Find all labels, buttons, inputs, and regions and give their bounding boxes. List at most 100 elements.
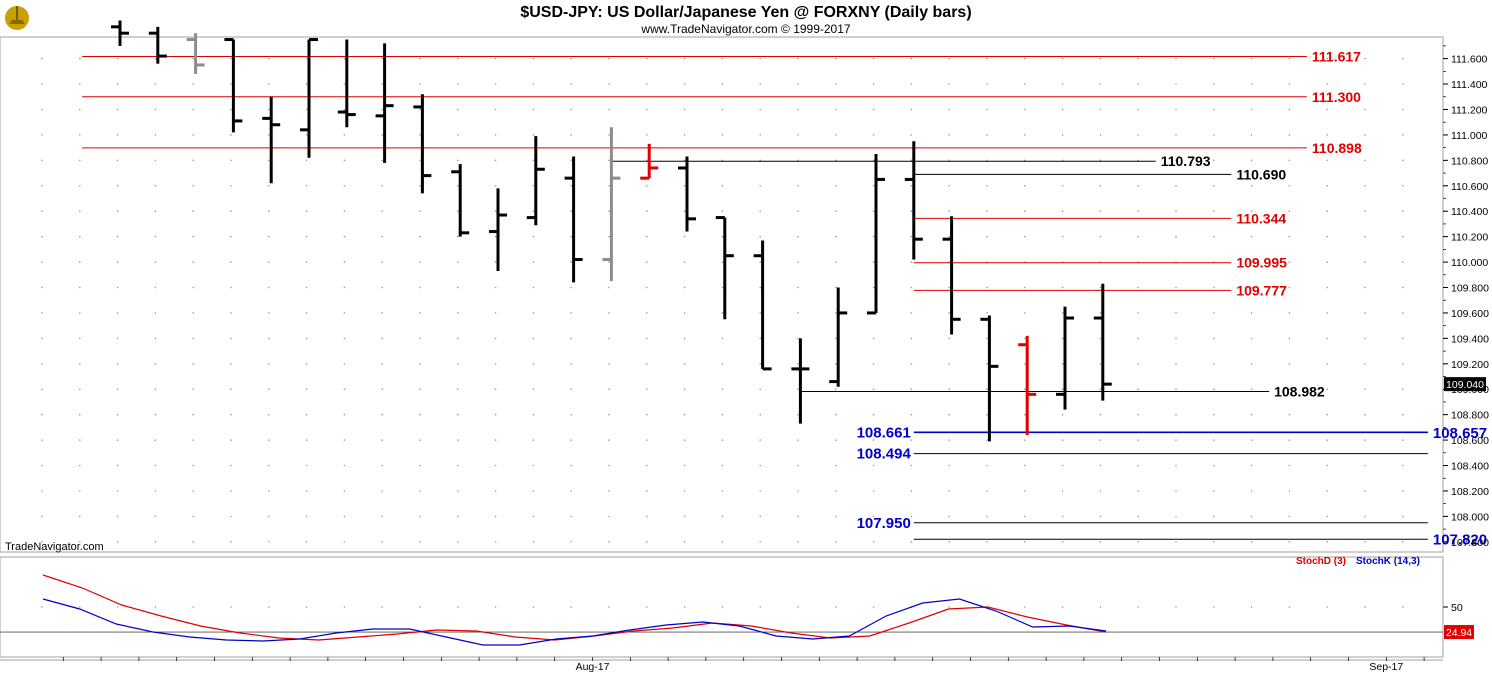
price-bars	[111, 20, 1112, 442]
grid-dot	[1364, 413, 1366, 416]
grid-dot	[268, 83, 270, 85]
grid-dot	[570, 185, 572, 187]
y-tick-label: 109.400	[1451, 333, 1489, 345]
grid-dot	[835, 464, 837, 467]
grid-dot	[1061, 439, 1064, 441]
grid-dot	[343, 108, 346, 111]
grid-dot	[1213, 312, 1215, 314]
grid-dot	[1326, 286, 1328, 289]
grid-dot	[797, 134, 799, 136]
grid-dot	[381, 388, 384, 391]
grid-dot	[1288, 337, 1291, 340]
grid-dot	[910, 57, 913, 60]
grid-dot	[419, 159, 421, 162]
grid-dot	[721, 210, 724, 212]
grid-dot	[268, 541, 270, 543]
grid-dot	[154, 388, 157, 391]
grid-dot	[835, 312, 837, 314]
grid-dot	[1326, 337, 1328, 340]
grid-dot	[872, 235, 875, 238]
grid-dot	[1099, 134, 1102, 136]
grid-dot	[872, 363, 875, 365]
grid-dot	[1364, 337, 1366, 340]
grid-dot	[910, 235, 913, 238]
grid-dot	[1364, 388, 1366, 391]
grid-dot	[343, 337, 346, 340]
stoch-last-label: 24.94	[1446, 627, 1472, 639]
grid-dot	[116, 363, 119, 365]
grid-dot	[1024, 439, 1026, 441]
grid-dot	[835, 210, 837, 212]
grid-dot	[570, 490, 572, 492]
grid-dot	[759, 541, 761, 543]
level-label: 108.657	[1433, 425, 1487, 442]
grid-dot	[419, 439, 421, 441]
grid-dot	[494, 363, 497, 365]
grid-dot	[1213, 108, 1215, 111]
grid-dot	[381, 185, 384, 187]
grid-dot	[1099, 363, 1102, 365]
grid-dot	[1364, 108, 1366, 111]
y-tick-label: 109.600	[1451, 308, 1489, 320]
grid-dot	[1175, 337, 1177, 340]
grid-dot	[419, 185, 421, 187]
grid-dot	[305, 83, 308, 85]
grid-dot	[1061, 515, 1064, 518]
grid-dot	[683, 286, 686, 289]
grid-dot	[419, 388, 421, 391]
grid-dot	[1213, 363, 1215, 365]
level-label: 107.820	[1433, 531, 1487, 548]
grid-dot	[683, 541, 686, 543]
grid-dot	[759, 490, 761, 492]
grid-dot	[1061, 134, 1064, 136]
grid-dot	[1364, 185, 1366, 187]
grid-dot	[41, 57, 43, 60]
grid-dot	[381, 363, 384, 365]
grid-dot	[1288, 464, 1291, 467]
y-tick-label: 108.200	[1451, 486, 1489, 498]
grid-dot	[192, 235, 194, 238]
grid-dot	[872, 57, 875, 60]
grid-dot	[683, 235, 686, 238]
stoch-series-line	[42, 598, 1107, 646]
chart-title: $USD-JPY: US Dollar/Japanese Yen @ FORXN…	[520, 4, 971, 21]
grid-dot	[1364, 235, 1366, 238]
grid-dot	[41, 134, 43, 136]
stoch-grid-dot	[79, 606, 81, 608]
grid-dot	[1137, 134, 1139, 136]
grid-dot	[910, 464, 913, 467]
grid-dot	[41, 185, 43, 187]
grid-dot	[381, 413, 384, 416]
grid-dot	[154, 541, 157, 543]
grid-dot	[570, 159, 572, 162]
stoch-grid-dot	[759, 606, 761, 608]
grid-dot	[1250, 159, 1253, 162]
y-tick-label: 108.600	[1451, 435, 1489, 447]
grid-dot	[1402, 57, 1404, 60]
grid-dot	[230, 235, 232, 238]
y-tick-label: 110.000	[1451, 257, 1488, 269]
grid-dot	[1024, 185, 1026, 187]
grid-dot	[721, 286, 724, 289]
grid-dot	[305, 337, 308, 340]
grid-dot	[986, 388, 988, 391]
grid-dot	[1024, 83, 1026, 85]
grid-dot	[608, 388, 610, 391]
grid-dot	[759, 235, 761, 238]
stoch-grid-dot	[683, 606, 686, 608]
grid-dot	[1099, 57, 1102, 60]
grid-dot	[192, 159, 194, 162]
grid-dot	[797, 541, 799, 543]
grid-dot	[1024, 464, 1026, 467]
grid-dot	[1024, 413, 1026, 416]
ohlc-bar	[829, 287, 848, 387]
grid-dot	[1326, 490, 1328, 492]
grid-dot	[1288, 388, 1291, 391]
grid-dot	[1213, 439, 1215, 441]
grid-dot	[79, 363, 81, 365]
grid-dot	[532, 210, 535, 212]
grid-dot	[1137, 464, 1139, 467]
grid-dot	[683, 515, 686, 518]
grid-dot	[835, 83, 837, 85]
price-panel	[0, 36, 1444, 553]
